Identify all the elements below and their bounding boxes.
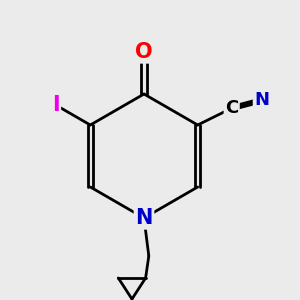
Text: C: C xyxy=(225,99,238,117)
Text: O: O xyxy=(135,42,153,62)
Text: I: I xyxy=(52,95,59,115)
Text: N: N xyxy=(254,91,269,109)
Text: N: N xyxy=(135,208,153,228)
